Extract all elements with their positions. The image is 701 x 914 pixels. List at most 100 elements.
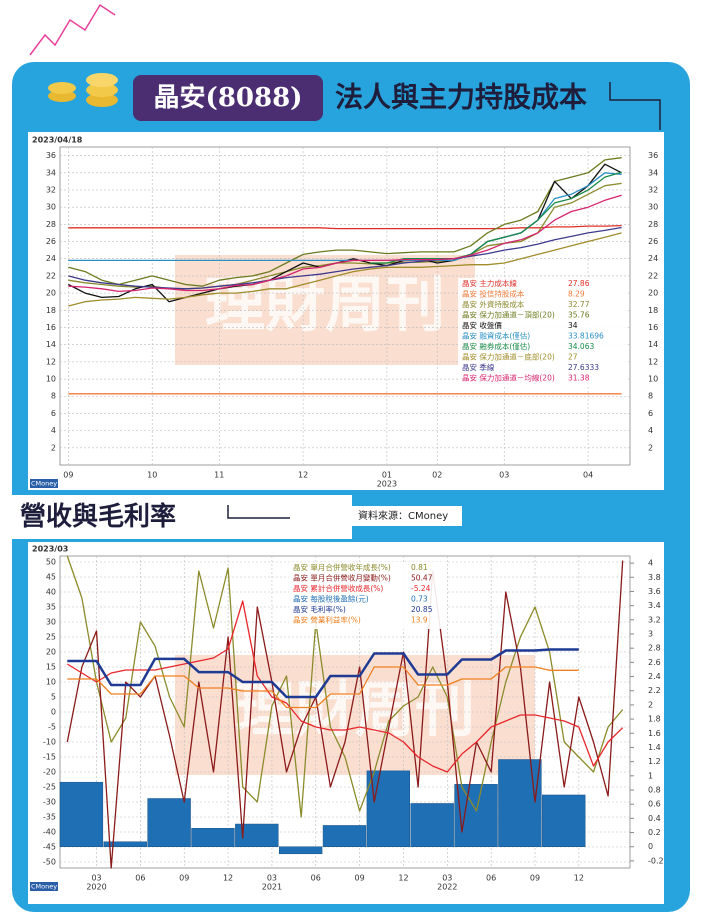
x-tick-label: 01 [382, 471, 392, 480]
logo: CMoney [31, 480, 57, 488]
y-tick-label: 6 [51, 409, 56, 418]
legend-value: 34 [568, 321, 578, 330]
y-tick-label-right: 34 [648, 168, 658, 177]
y-tick-label: -10 [43, 738, 56, 747]
x-tick-label: 12 [398, 874, 408, 883]
y-tick-label-right: 2 [648, 443, 653, 452]
y2-tick-label: 3 [648, 630, 653, 639]
stock-badge [133, 75, 323, 121]
y2-tick-label: -0.2 [648, 856, 664, 865]
x-tick-label: 12 [223, 874, 233, 883]
series-line [370, 171, 622, 264]
coin [86, 73, 118, 87]
legend-value: 8.29 [568, 290, 585, 299]
x-year-label: 2020 [86, 883, 106, 892]
source: 資料來源：CMoney [358, 509, 448, 522]
coin [48, 82, 76, 94]
y-tick-label: -45 [43, 843, 56, 852]
y-tick-label-right: 4 [648, 426, 653, 435]
legend-value: 27.86 [568, 279, 590, 288]
legend-value: 33.81696 [568, 332, 604, 341]
series-line [68, 194, 622, 293]
y-tick-label-right: 6 [648, 409, 653, 418]
y2-tick-label: 2 [648, 700, 653, 709]
legend-label: 晶安 季線 [462, 362, 495, 372]
y2-tick-label: 2.6 [648, 658, 661, 667]
x-tick-label: 02 [432, 471, 442, 480]
y2-tick-label: 3.4 [648, 601, 661, 610]
y2-tick-label: 0.8 [648, 786, 661, 795]
y-tick-label: 34 [46, 168, 56, 177]
y2-tick-label: 0 [648, 842, 653, 851]
bar [542, 794, 586, 847]
x-tick-label: 10 [147, 471, 157, 480]
legend-value: 32.77 [568, 300, 590, 309]
y-tick-label-right: 14 [648, 340, 658, 349]
y-tick-label: 32 [46, 185, 56, 194]
y-tick-label-right: 20 [648, 289, 658, 298]
watermark: 理財周刊 [205, 271, 445, 341]
y-tick-label: 26 [46, 237, 56, 246]
y-tick-label: 22 [46, 271, 56, 280]
y-tick-label-right: 22 [648, 271, 658, 280]
x-tick-label: 09 [179, 874, 189, 883]
y-tick-label-right: 26 [648, 237, 658, 246]
y-tick-label: 25 [46, 633, 56, 642]
x-tick-label: 12 [298, 471, 308, 480]
y-tick-label-right: 10 [648, 375, 658, 384]
legend-value: -5.24 [411, 584, 431, 593]
legend-box [458, 278, 626, 387]
bar [59, 781, 104, 847]
chart-date: 2023/04/18 [32, 136, 83, 145]
series-line [68, 232, 622, 307]
y2-tick-label: 1 [648, 771, 653, 780]
y-tick-label-right: 16 [648, 323, 658, 332]
y-tick-label: -20 [43, 768, 56, 777]
y2-tick-label: 1.2 [648, 757, 661, 766]
legend-value: 34.063 [568, 342, 594, 351]
y2-tick-label: 3.6 [648, 587, 661, 596]
x-year-label: 2023 [377, 480, 397, 489]
series-line [68, 157, 622, 287]
y-tick-label: -30 [43, 798, 56, 807]
chart-date: 2023/03 [32, 545, 68, 554]
y-tick-label: 10 [46, 375, 56, 384]
legend-label: 晶安 保力加通道－均線(20) [462, 373, 555, 383]
bar [147, 798, 191, 847]
y2-tick-label: 2.4 [648, 672, 661, 681]
y-tick-label: -40 [43, 828, 56, 837]
y-tick-label-right: 24 [648, 254, 658, 263]
decoration-zigzag [29, 3, 116, 56]
y2-tick-label: 4 [648, 559, 653, 568]
y-tick-label: 5 [51, 693, 56, 702]
stock-name: 晶安(8088) [154, 83, 303, 113]
series-line [67, 648, 579, 699]
x-tick-label: 04 [583, 471, 593, 480]
legend-label: 晶安 每股稅後盈餘(元) [293, 594, 369, 604]
legend-value: 20.85 [411, 605, 433, 614]
y2-tick-label: 1.6 [648, 729, 661, 738]
x-tick-label: 09 [63, 471, 73, 480]
y-tick-label: -25 [43, 783, 56, 792]
y-tick-label: 10 [46, 678, 56, 687]
y2-tick-label: 2.8 [648, 644, 661, 653]
y-tick-label: 0 [51, 708, 56, 717]
y2-tick-label: 0.4 [648, 814, 661, 823]
legend-label: 晶安 保力加通道－底部(20) [462, 352, 555, 362]
y-tick-label: 45 [46, 573, 56, 582]
y-tick-label: 30 [46, 618, 56, 627]
x-tick-label: 12 [574, 874, 584, 883]
y-tick-label: 14 [46, 340, 56, 349]
legend-label: 晶安 單月合併營收年成長(%) [293, 562, 391, 572]
series-line [66, 555, 624, 818]
legend-label: 晶安 收盤價 [462, 320, 502, 330]
y-tick-label-right: 18 [648, 306, 658, 315]
y-tick-label: 20 [46, 289, 56, 298]
y-tick-label: -5 [48, 723, 56, 732]
legend-label: 晶安 累計合併營收成長(%) [293, 583, 383, 593]
bar [103, 841, 147, 847]
title-bracket [609, 82, 661, 130]
legend-value: 0.81 [411, 563, 428, 572]
x-tick-label: 06 [311, 874, 321, 883]
